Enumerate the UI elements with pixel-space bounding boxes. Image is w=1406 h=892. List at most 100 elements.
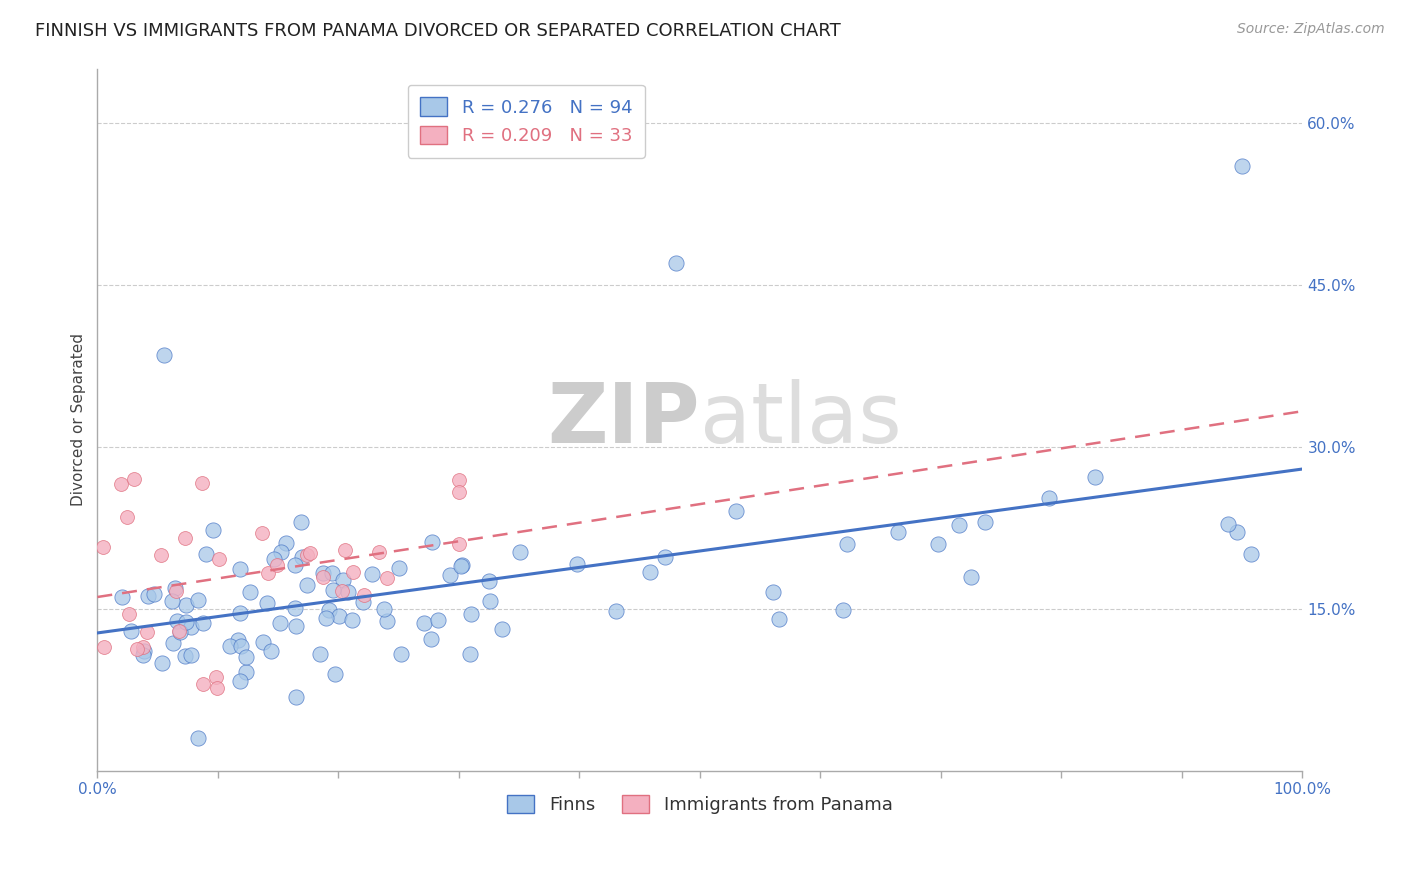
Point [567,558,589,572]
Point [250,526,273,541]
Point [117,509,139,524]
Point [835,537,858,551]
Point [205,681,228,695]
Point [886,524,908,539]
Point [460,607,482,621]
Point [340,613,363,627]
Point [333,542,356,557]
Point [1038,491,1060,505]
Point [174,615,197,629]
Point [174,532,197,546]
Point [150,657,173,671]
Point [110,477,132,491]
Point [479,594,502,608]
Point [180,648,202,662]
Point [235,650,257,665]
Point [654,550,676,565]
Point [169,624,191,639]
Point [638,565,661,579]
Point [447,484,470,499]
Point [1216,517,1239,532]
Point [260,644,283,658]
Point [136,625,159,640]
Point [332,573,354,587]
Point [263,551,285,566]
Point [93,640,115,655]
Point [478,574,501,589]
Point [342,566,364,580]
Point [447,473,470,487]
Point [361,567,384,582]
Point [134,644,156,658]
Point [323,666,346,681]
Point [193,615,215,630]
Point [832,602,855,616]
Point [235,665,257,680]
Point [229,673,252,688]
Point [290,515,312,529]
Point [352,595,374,609]
Point [118,607,141,621]
Point [256,566,278,580]
Point [202,523,225,537]
Point [332,583,354,598]
Point [387,561,409,575]
Point [218,639,240,653]
Point [948,517,970,532]
Point [166,615,188,629]
Point [419,632,441,647]
Point [165,584,187,599]
Point [318,602,340,616]
Point [413,616,436,631]
Point [1225,525,1247,540]
Point [239,585,262,599]
Point [125,642,148,657]
Point [315,611,337,625]
Point [274,536,297,550]
Point [297,548,319,562]
Point [295,578,318,592]
Point [973,515,995,529]
Point [167,624,190,639]
Point [375,571,398,585]
Point [291,549,314,564]
Point [321,566,343,581]
Point [605,604,627,618]
Point [174,648,197,663]
Point [132,640,155,654]
Point [353,588,375,602]
Text: ZIP: ZIP [547,379,700,460]
Point [1083,470,1105,484]
Point [375,614,398,628]
Point [270,545,292,559]
Point [284,600,307,615]
Point [252,635,274,649]
Y-axis label: Divorced or Separated: Divorced or Separated [72,333,86,506]
Point [768,612,790,626]
Point [927,537,949,551]
Point [187,731,209,746]
Point [132,648,155,662]
Point [285,690,308,704]
Point [138,589,160,603]
Point [195,548,218,562]
Point [312,570,335,584]
Point [229,639,252,653]
Point [762,585,785,599]
Point [447,536,470,550]
Point [373,602,395,616]
Point [187,593,209,607]
Text: FINNISH VS IMMIGRANTS FROM PANAMA DIVORCED OR SEPARATED CORRELATION CHART: FINNISH VS IMMIGRANTS FROM PANAMA DIVORC… [35,22,841,40]
Point [509,545,531,559]
Point [266,558,288,572]
Point [312,566,335,580]
Point [149,548,172,562]
Point [451,558,474,572]
Point [180,620,202,634]
Point [205,670,228,684]
Point [226,633,249,648]
Point [165,581,187,595]
Point [725,504,748,518]
Point [152,348,174,362]
Point [143,587,166,601]
